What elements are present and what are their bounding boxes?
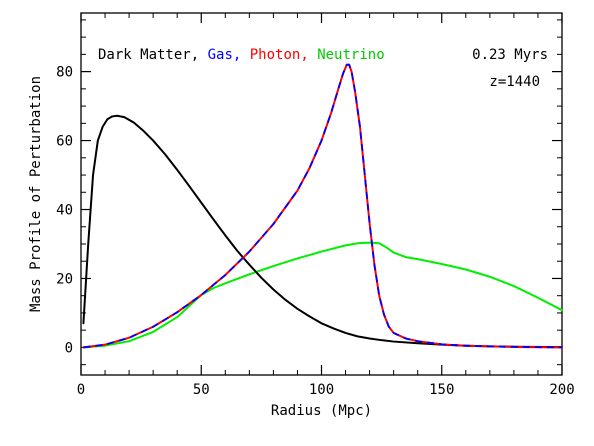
y-tick-label: 40 <box>56 203 73 219</box>
x-tick-label: 100 <box>309 382 334 398</box>
x-tick-label: 200 <box>549 382 574 398</box>
series-line-gas <box>83 63 563 349</box>
legend-entry-gas: Gas, <box>208 47 242 63</box>
series-line-dark-matter <box>82 114 563 349</box>
x-tick-label: 0 <box>77 382 85 398</box>
y-tick-label: 80 <box>56 65 73 81</box>
legend-entry-dark-matter: Dark Matter, <box>98 47 199 63</box>
y-axis-label: Mass Profile of Perturbation <box>28 76 44 312</box>
x-axis-label: Radius (Mpc) <box>271 403 372 419</box>
axis-tick-labels: 0 50 100 150 200 0 20 40 60 80 <box>56 65 575 398</box>
y-tick-label: 0 <box>65 340 73 356</box>
legend: Dark Matter, Gas, Photon, Neutrino <box>98 47 385 63</box>
axis-ticks <box>80 13 563 375</box>
x-tick-label: 50 <box>193 382 210 398</box>
plot-frame <box>80 12 563 376</box>
legend-entry-neutrino: Neutrino <box>317 47 384 63</box>
series-line-photon <box>82 63 563 349</box>
y-tick-label: 60 <box>56 134 73 150</box>
series-layer <box>82 63 563 349</box>
y-tick-label: 20 <box>56 271 73 287</box>
time-annotation: 0.23 Myrs <box>472 47 548 63</box>
x-tick-label: 150 <box>429 382 454 398</box>
redshift-annotation: z=1440 <box>489 74 540 90</box>
series-line-neutrino <box>82 241 563 349</box>
legend-entry-photon: Photon, <box>250 47 309 63</box>
